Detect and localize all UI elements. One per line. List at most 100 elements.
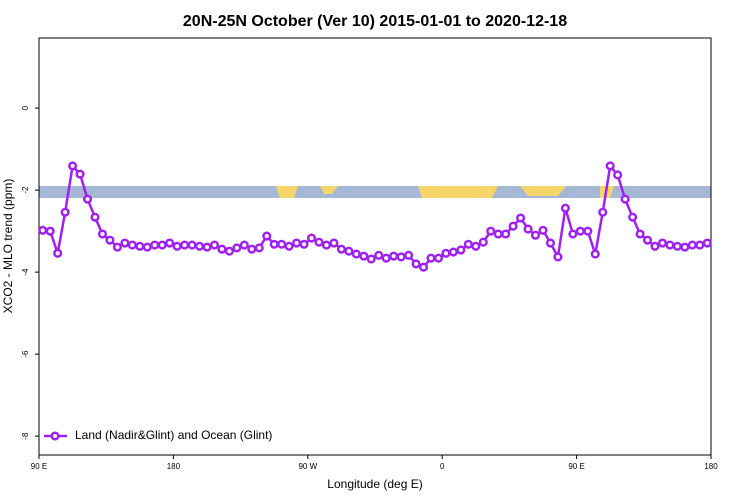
y-axis-label: XCO2 - MLO trend (ppm) bbox=[1, 179, 15, 314]
data-point bbox=[90, 212, 100, 222]
data-point bbox=[284, 241, 294, 251]
data-point bbox=[336, 244, 346, 254]
data-point bbox=[232, 243, 242, 253]
data-point bbox=[448, 247, 458, 257]
data-point bbox=[314, 237, 324, 247]
data-point bbox=[75, 169, 85, 179]
data-point bbox=[53, 248, 63, 258]
data-point bbox=[598, 207, 608, 217]
data-point bbox=[486, 226, 496, 236]
data-point bbox=[209, 240, 220, 250]
data-point bbox=[306, 233, 317, 243]
data-point bbox=[165, 238, 175, 248]
data-point bbox=[97, 229, 108, 239]
data-point bbox=[112, 242, 122, 252]
data-point bbox=[583, 226, 593, 236]
data-point bbox=[605, 161, 615, 171]
data-point bbox=[381, 253, 391, 263]
data-point bbox=[202, 242, 212, 252]
data-point bbox=[642, 235, 653, 245]
data-point bbox=[575, 226, 585, 236]
data-point bbox=[374, 250, 384, 260]
data-point bbox=[665, 240, 675, 250]
data-point bbox=[650, 241, 660, 251]
data-point bbox=[292, 238, 302, 248]
data-point bbox=[680, 242, 690, 252]
data-point bbox=[68, 161, 78, 171]
data-point bbox=[493, 229, 503, 239]
data-point bbox=[463, 239, 473, 249]
data-point bbox=[366, 254, 376, 264]
data-point bbox=[329, 238, 339, 248]
data-point bbox=[60, 207, 70, 217]
data-point bbox=[321, 240, 332, 250]
data-point bbox=[538, 225, 548, 235]
data-point bbox=[672, 241, 682, 251]
data-point bbox=[613, 170, 623, 180]
y-tick-label: -4 bbox=[21, 268, 30, 276]
y-tick-label: -2 bbox=[21, 186, 30, 194]
data-point bbox=[501, 229, 511, 239]
data-line bbox=[42, 163, 708, 269]
x-tick-label: 180 bbox=[704, 462, 718, 471]
data-point bbox=[418, 262, 429, 272]
data-point bbox=[635, 229, 645, 239]
data-point bbox=[433, 253, 444, 263]
data-point bbox=[105, 235, 115, 245]
data-point bbox=[135, 241, 145, 251]
data-point bbox=[254, 243, 264, 253]
data-point bbox=[411, 259, 421, 269]
data-point bbox=[217, 244, 227, 254]
x-tick-label: 90 E bbox=[31, 462, 47, 471]
data-point bbox=[620, 194, 630, 204]
data-point bbox=[127, 240, 137, 250]
data-point bbox=[389, 251, 399, 261]
data-point bbox=[351, 249, 361, 259]
data-point bbox=[224, 246, 234, 256]
data-point bbox=[471, 241, 481, 251]
data-point bbox=[277, 239, 287, 249]
data-point bbox=[344, 246, 354, 256]
data-point bbox=[172, 241, 182, 251]
x-tick-label: 0 bbox=[440, 462, 445, 471]
data-point bbox=[269, 239, 279, 249]
map-strip bbox=[39, 186, 711, 198]
plot-frame bbox=[38, 37, 712, 456]
data-point bbox=[157, 240, 167, 250]
data-point bbox=[590, 249, 600, 259]
data-point bbox=[568, 229, 578, 239]
data-point bbox=[560, 203, 570, 213]
data-point bbox=[359, 251, 369, 261]
data-point bbox=[478, 237, 488, 247]
x-tick-label: 90 W bbox=[298, 462, 317, 471]
data-point bbox=[262, 231, 272, 241]
data-point bbox=[441, 248, 451, 258]
data-point bbox=[508, 221, 518, 231]
data-point bbox=[150, 240, 160, 250]
y-tick-label: 0 bbox=[21, 105, 30, 110]
data-point bbox=[299, 239, 309, 249]
data-point bbox=[239, 240, 249, 250]
data-point bbox=[120, 238, 130, 248]
data-point bbox=[687, 240, 697, 250]
data-point bbox=[516, 213, 526, 223]
data-point bbox=[247, 244, 257, 254]
data-point bbox=[426, 253, 436, 263]
data-point bbox=[180, 240, 190, 250]
data-point bbox=[194, 241, 205, 251]
data-point bbox=[187, 240, 197, 250]
y-tick-label: -8 bbox=[21, 432, 30, 440]
data-point bbox=[396, 252, 406, 262]
data-point bbox=[142, 242, 152, 252]
data-point bbox=[45, 226, 55, 236]
y-tick-label: -6 bbox=[21, 350, 30, 358]
data-point bbox=[456, 245, 466, 255]
data-point bbox=[523, 224, 533, 234]
data-point bbox=[545, 238, 556, 248]
x-axis-label: Longitude (deg E) bbox=[327, 477, 422, 491]
data-point bbox=[530, 230, 541, 240]
x-tick-label: 180 bbox=[167, 462, 181, 471]
x-tick-label: 90 E bbox=[568, 462, 584, 471]
data-point bbox=[82, 194, 93, 204]
